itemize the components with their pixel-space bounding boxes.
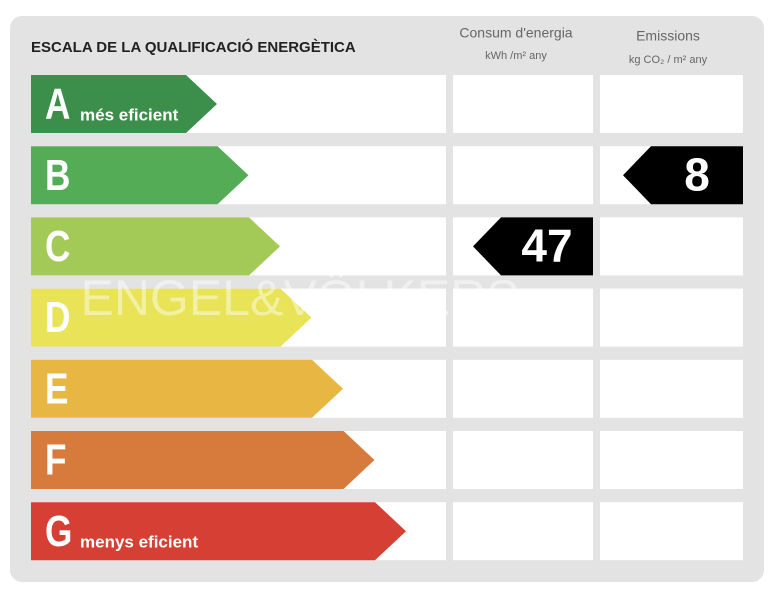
emissions-unit: kg CO₂ / m² any <box>629 54 708 66</box>
emissions-cell <box>600 217 743 276</box>
rating-arrow <box>31 217 280 276</box>
rating-arrow <box>31 146 249 205</box>
rating-arrow <box>31 431 375 489</box>
rating-arrow <box>31 75 217 133</box>
emissions-cell <box>600 75 743 133</box>
consumption-title: Consum d'energia <box>459 25 572 41</box>
emissions-cell <box>600 502 743 561</box>
consumption-value: 47 <box>521 220 572 272</box>
consumption-cell <box>453 288 593 347</box>
rating-letter: B <box>45 151 70 200</box>
rating-letter: F <box>45 436 67 485</box>
consumption-cell <box>453 502 593 561</box>
rating-letter: G <box>45 507 72 556</box>
rating-arrow <box>31 359 343 418</box>
emissions-cell <box>600 431 743 489</box>
rating-label: menys eficient <box>80 533 198 552</box>
consumption-badge <box>473 217 593 276</box>
consumption-cell <box>453 359 593 418</box>
rating-letter: D <box>45 294 70 343</box>
consumption-cell <box>453 431 593 489</box>
watermark: ENGEL&VÖLKERS <box>80 270 519 326</box>
watermark: habitaclia <box>343 286 428 308</box>
title: ESCALA DE LA QUALIFICACIÓ ENERGÈTICA <box>31 38 356 56</box>
emissions-title: Emissions <box>636 28 700 44</box>
emissions-badge <box>623 146 743 205</box>
emissions-cell <box>600 288 743 347</box>
consumption-unit: kWh /m² any <box>485 50 547 62</box>
emissions-value: 8 <box>684 148 710 200</box>
rating-letter: E <box>45 365 68 414</box>
emissions-cell <box>600 359 743 418</box>
consumption-cell <box>453 146 593 205</box>
rating-arrow <box>31 288 312 347</box>
rating-letter: A <box>45 80 70 129</box>
rating-letter: C <box>45 222 70 271</box>
consumption-cell <box>453 75 593 133</box>
rating-arrow <box>31 502 406 561</box>
rating-label: més eficient <box>80 105 179 124</box>
